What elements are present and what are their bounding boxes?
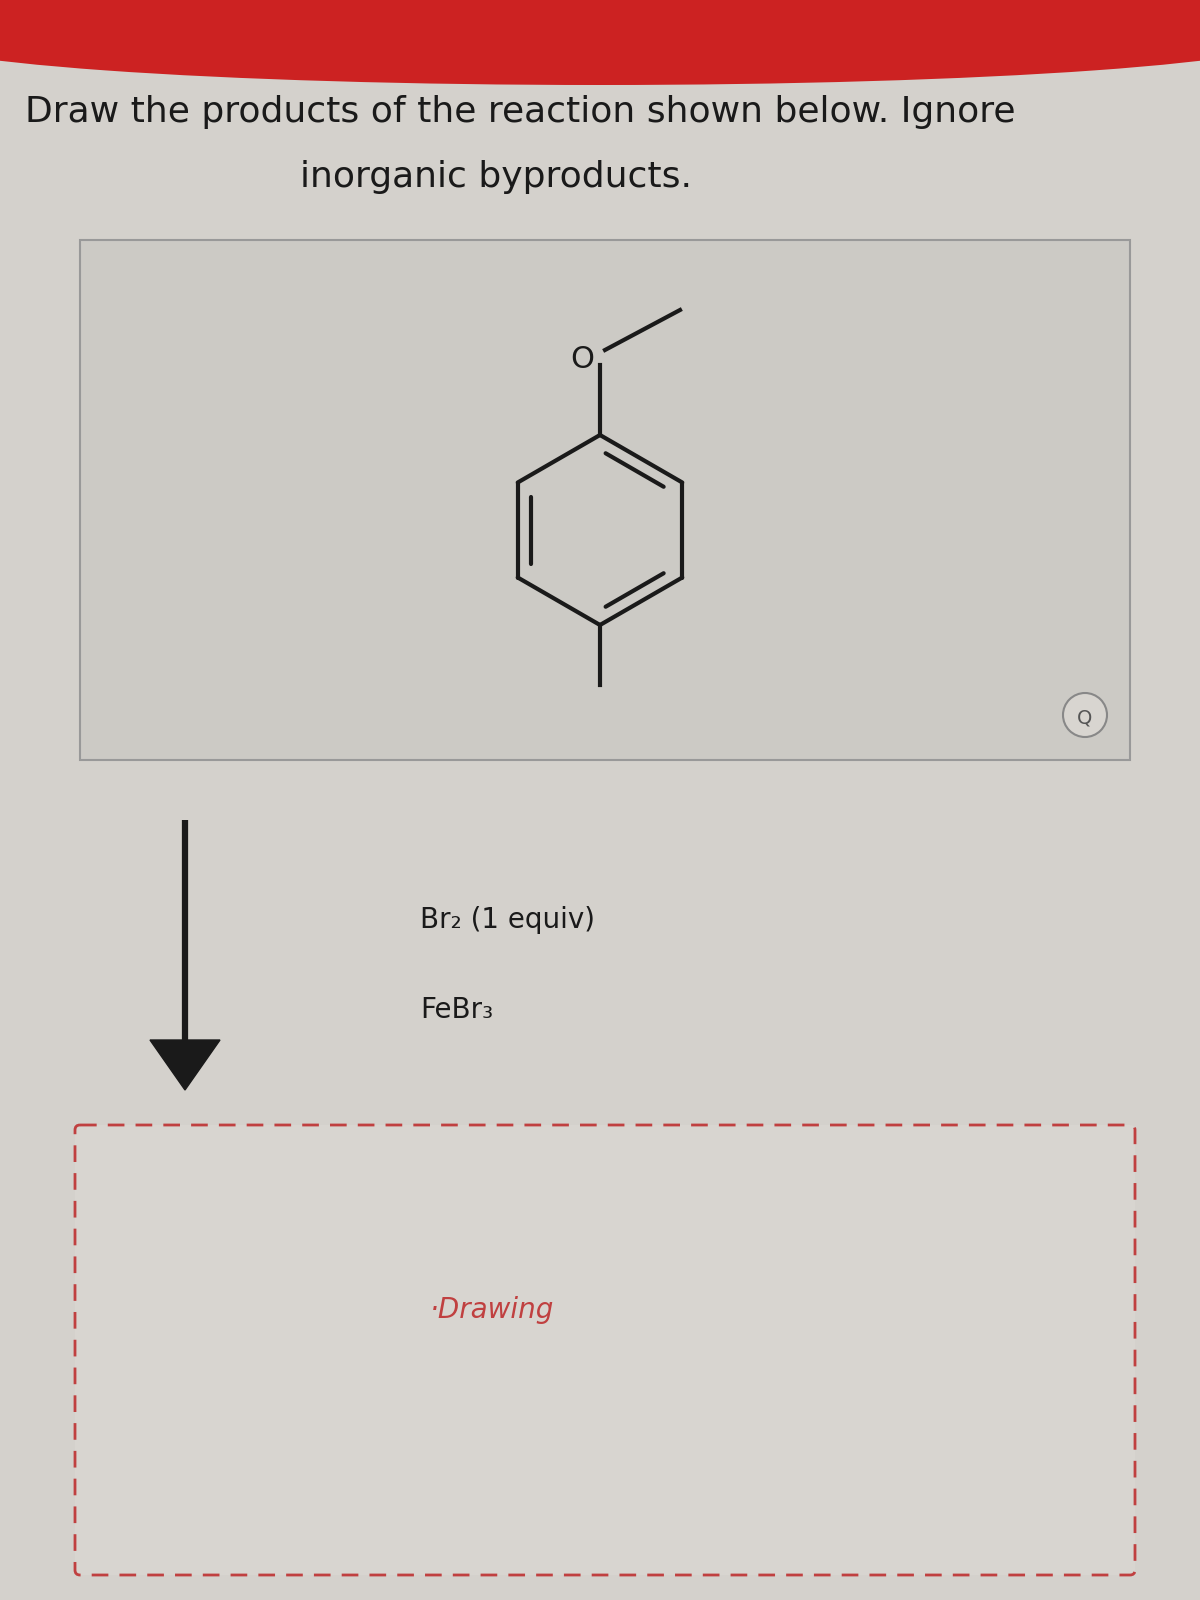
FancyBboxPatch shape	[74, 1125, 1135, 1574]
Text: Q: Q	[1078, 709, 1093, 728]
Text: ·Drawing: ·Drawing	[430, 1296, 554, 1325]
Text: FeBr₃: FeBr₃	[420, 995, 493, 1024]
Text: inorganic byproducts.: inorganic byproducts.	[300, 160, 692, 194]
Text: Br₂ (1 equiv): Br₂ (1 equiv)	[420, 906, 595, 934]
Polygon shape	[150, 1040, 220, 1090]
Text: O: O	[570, 346, 594, 374]
Text: Draw the products of the reaction shown below. Ignore: Draw the products of the reaction shown …	[25, 94, 1015, 130]
Bar	[80, 240, 1130, 760]
Bar	[0, 0, 1200, 35]
Ellipse shape	[0, 0, 1200, 85]
Circle shape	[1063, 693, 1108, 738]
